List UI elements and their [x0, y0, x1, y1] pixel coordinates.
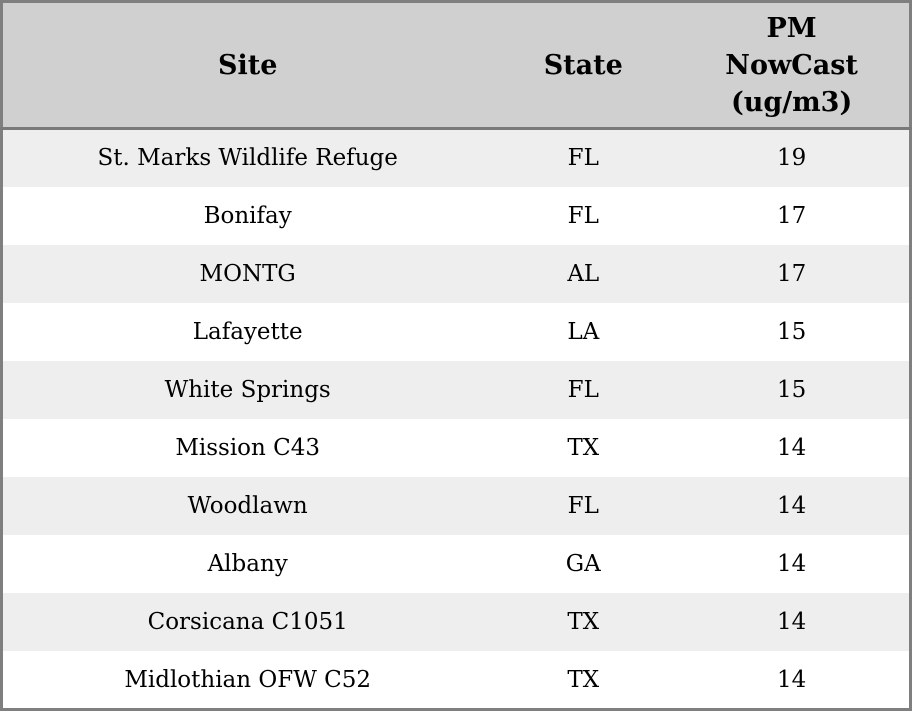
column-header-pm-line-3: (ug/m3) [730, 86, 853, 118]
site-cell: Lafayette [192, 318, 303, 345]
header-row: Site State PM NowCast (ug/m3) [1, 1, 911, 130]
column-header-state: State [492, 1, 675, 130]
site-cell: MONTG [199, 260, 296, 287]
table-row: Bonifay FL 17 [1, 186, 911, 245]
site-cell: Bonifay [203, 202, 292, 229]
state-cell: TX [567, 435, 600, 462]
pm-nowcast-cell: 14 [776, 609, 807, 636]
state-cell: FL [567, 376, 599, 403]
site-cell: Albany [207, 551, 288, 578]
pm-nowcast-cell: 14 [776, 435, 807, 462]
state-cell: FL [567, 145, 599, 172]
site-cell: Corsicana C1051 [147, 609, 348, 636]
state-cell: TX [567, 609, 600, 636]
table-row: MONTG AL 17 [1, 244, 911, 303]
column-header-pm-line-1: PM [766, 12, 817, 44]
pm-nowcast-cell: 14 [776, 493, 807, 520]
column-header-pm-nowcast: PM NowCast (ug/m3) [674, 1, 911, 130]
state-cell: AL [567, 260, 600, 287]
pm-nowcast-cell: 14 [776, 551, 807, 578]
site-cell: White Springs [164, 376, 331, 403]
table-row: Corsicana C1051 TX 14 [1, 593, 911, 652]
table-row: Midlothian OFW C52 TX 14 [1, 651, 911, 710]
pm-nowcast-cell: 14 [776, 666, 807, 693]
table-row: St. Marks Wildlife Refuge FL 19 [1, 128, 911, 187]
state-cell: TX [567, 666, 600, 693]
table-row: Woodlawn FL 14 [1, 477, 911, 536]
column-header-state-label: State [543, 49, 623, 81]
state-cell: FL [567, 202, 599, 229]
column-header-site-label: Site [217, 49, 278, 81]
pm-nowcast-cell: 17 [776, 260, 807, 287]
site-cell: Midlothian OFW C52 [124, 666, 372, 693]
state-cell: GA [565, 551, 601, 578]
table-body: St. Marks Wildlife Refuge FL 19 Bonifay … [1, 128, 911, 710]
site-cell: St. Marks Wildlife Refuge [97, 145, 398, 172]
pm-nowcast-cell: 15 [776, 376, 807, 403]
state-cell: LA [567, 318, 600, 345]
table-row: Albany GA 14 [1, 535, 911, 594]
pm-nowcast-cell: 19 [776, 145, 807, 172]
site-cell: Woodlawn [187, 493, 308, 520]
pm-nowcast-cell: 15 [776, 318, 807, 345]
table-row: Lafayette LA 15 [1, 302, 911, 361]
table-row: Mission C43 TX 14 [1, 418, 911, 478]
state-cell: FL [567, 493, 599, 520]
column-header-site: Site [1, 1, 493, 130]
site-cell: Mission C43 [175, 435, 321, 462]
table-header: Site State PM NowCast (ug/m3) [1, 1, 911, 130]
table-row: White Springs FL 15 [1, 360, 911, 419]
column-header-pm-line-2: NowCast [725, 49, 858, 81]
pm-nowcast-cell: 17 [776, 202, 807, 229]
